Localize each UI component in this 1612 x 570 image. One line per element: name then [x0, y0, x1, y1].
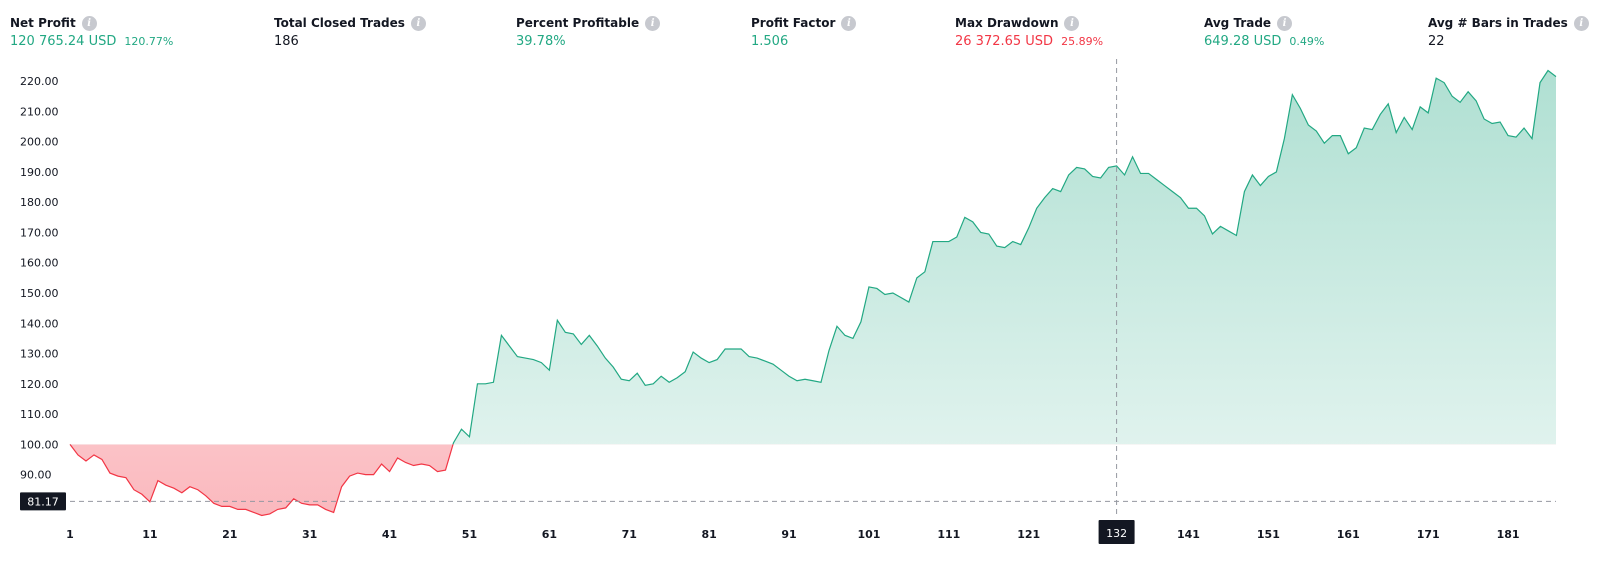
info-icon[interactable]: i	[1064, 15, 1080, 31]
stat-value-percent-profitable: 39.78%	[516, 34, 566, 49]
y-tick-label: 220.00	[20, 75, 59, 88]
y-tick-label: 140.00	[20, 317, 59, 330]
stat-percent-profitable: Percent Profitable i 39.78%	[516, 14, 661, 52]
y-axis: 90.00 100.00 110.00 120.00 130.00 140.00 150.0…	[20, 75, 59, 481]
stat-label-avg-bars-in-trades: Avg # Bars in Trades	[1428, 16, 1568, 30]
x-axis: 1 11 21 31 41 51 61 71 81 91 101 111 121 141 151 161 171…	[66, 528, 1519, 541]
info-icon[interactable]: i	[81, 15, 97, 31]
x-tick-label: 121	[1017, 528, 1040, 541]
x-tick-label: 181	[1497, 528, 1520, 541]
stat-value-avg-bars-in-trades: 22	[1428, 34, 1445, 49]
y-tick-label: 160.00	[20, 257, 59, 270]
stat-max-drawdown: Max Drawdown i 26 372.65 USD 25.89%	[955, 14, 1103, 52]
stat-total-closed-trades: Total Closed Trades i 186	[274, 14, 426, 52]
info-icon[interactable]: i	[841, 15, 857, 31]
info-icon[interactable]: i	[1573, 15, 1589, 31]
x-tick-label: 101	[857, 528, 880, 541]
y-tick-label: 90.00	[20, 469, 52, 482]
y-tick-label: 120.00	[20, 378, 59, 391]
stat-value-profit-factor: 1.506	[751, 34, 789, 49]
crosshair-y-label: 81.17	[27, 495, 59, 508]
equity-lines	[69, 69, 1557, 517]
stat-net-profit: Net Profit i 120 765.24 USD 120.77%	[10, 14, 173, 52]
y-tick-label: 150.00	[20, 287, 59, 300]
equity-chart[interactable]: 90.00 100.00 110.00 120.00 130.00 140.00 150.0…	[0, 56, 1612, 566]
x-tick-label: 91	[781, 528, 796, 541]
stat-avg-trade: Avg Trade i 649.28 USD 0.49%	[1204, 14, 1324, 52]
stat-label-total-closed-trades: Total Closed Trades	[274, 16, 405, 30]
stat-avg-bars-in-trades: Avg # Bars in Trades i 22	[1428, 14, 1589, 52]
x-tick-label: 51	[462, 528, 477, 541]
x-tick-label: 171	[1417, 528, 1440, 541]
stat-value-total-closed-trades: 186	[274, 34, 299, 49]
equity-area-negative	[70, 444, 454, 516]
crosshair-y-tag	[20, 492, 66, 511]
x-tick-label: 31	[302, 528, 317, 541]
crosshair-x-tag	[1098, 520, 1135, 544]
info-icon[interactable]: i	[645, 15, 661, 31]
x-tick-label: 141	[1177, 528, 1200, 541]
y-tick-label: 200.00	[20, 136, 59, 149]
x-tick-label: 41	[382, 528, 397, 541]
x-tick-label: 151	[1257, 528, 1280, 541]
stat-value-max-drawdown: 26 372.65 USD	[955, 34, 1054, 49]
y-tick-label: 170.00	[20, 226, 59, 239]
y-tick-label: 180.00	[20, 196, 59, 209]
equity-areas	[70, 70, 1556, 516]
stats-header: Net Profit i 120 765.24 USD 120.77% Tota…	[0, 0, 1612, 60]
x-tick-label: 21	[222, 528, 237, 541]
x-tick-label: 71	[622, 528, 637, 541]
equity-area-positive	[70, 70, 1556, 445]
x-tick-label: 161	[1337, 528, 1360, 541]
stat-pct-max-drawdown: 25.89%	[1061, 35, 1104, 48]
y-tick-label: 190.00	[20, 166, 59, 179]
stat-label-profit-factor: Profit Factor	[751, 16, 836, 30]
equity-line-negative	[69, 444, 454, 517]
y-tick-label: 100.00	[20, 438, 59, 451]
x-tick-label: 111	[937, 528, 960, 541]
info-icon[interactable]: i	[1277, 15, 1293, 31]
equity-line-positive	[69, 69, 1557, 445]
stat-value-net-profit: 120 765.24 USD	[10, 34, 117, 49]
x-tick-label: 81	[701, 528, 716, 541]
stat-value-avg-trade: 649.28 USD	[1204, 34, 1282, 49]
crosshair-x-label: 132	[1106, 527, 1127, 540]
crosshair: 81.17 132	[20, 59, 1556, 544]
stat-pct-avg-trade: 0.49%	[1289, 35, 1325, 48]
y-tick-label: 130.00	[20, 348, 59, 361]
stat-label-avg-trade: Avg Trade	[1204, 16, 1272, 30]
stat-label-net-profit: Net Profit	[10, 16, 76, 30]
y-tick-label: 110.00	[20, 408, 59, 421]
stat-label-percent-profitable: Percent Profitable	[516, 16, 640, 30]
info-icon[interactable]: i	[410, 15, 426, 31]
stat-profit-factor: Profit Factor i 1.506	[751, 14, 857, 52]
stat-label-max-drawdown: Max Drawdown	[955, 16, 1059, 30]
x-tick-label: 61	[542, 528, 557, 541]
equity-chart-svg[interactable]: 90.00 100.00 110.00 120.00 130.00 140.00 150.0…	[0, 56, 1612, 566]
y-tick-label: 210.00	[20, 105, 59, 118]
stat-pct-net-profit: 120.77%	[124, 35, 174, 48]
x-tick-label: 1	[66, 528, 74, 541]
x-tick-label: 11	[142, 528, 157, 541]
